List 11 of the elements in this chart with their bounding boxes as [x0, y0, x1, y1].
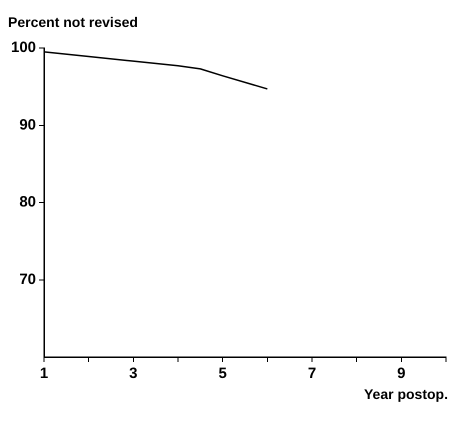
x-tick-label: 3 [129, 365, 138, 382]
x-tick-label: 9 [397, 365, 406, 382]
x-tick-label: 5 [218, 365, 227, 382]
y-axis-title: Percent not revised [8, 13, 139, 32]
y-tick-label: 80 [19, 194, 36, 211]
x-axis-title: Year postop. [362, 386, 449, 402]
y-tick-label: 90 [19, 116, 36, 134]
x-tick-label: 7 [308, 365, 316, 382]
y-tick-label: 100 [10, 39, 36, 56]
y-tick-label: 70 [19, 270, 36, 288]
x-tick-label: 1 [40, 365, 48, 382]
